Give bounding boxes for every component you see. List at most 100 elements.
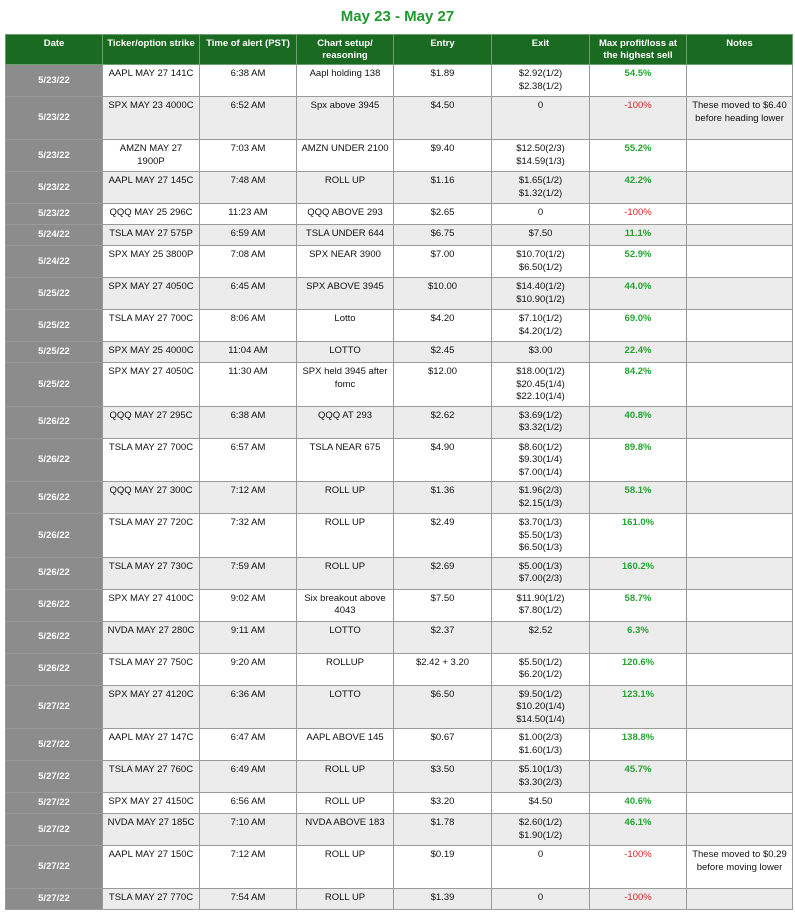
cell-exit: $12.50(2/3) $14.59(1/3) bbox=[491, 139, 590, 172]
exit-value: $10.90(1/2) bbox=[516, 293, 565, 305]
cell-profit-loss: -100% bbox=[589, 888, 687, 910]
cell-notes bbox=[686, 405, 793, 439]
cell-time: 9:02 AM bbox=[199, 588, 297, 622]
cell-exit: $14.40(1/2) $10.90(1/2) bbox=[491, 277, 590, 310]
table-row: 5/27/22 NVDA MAY 27 185C 7:10 AM NVDA ABOVE… bbox=[5, 813, 793, 846]
column-header-notes: Notes bbox=[686, 34, 793, 65]
cell-notes: These moved to $0.29 before moving lower bbox=[686, 845, 793, 889]
cell-notes bbox=[686, 556, 793, 590]
cell-entry: $7.50 bbox=[393, 588, 492, 622]
table-row: 5/23/22 AMZN MAY 27 1900P 7:03 AM AMZN UNDE… bbox=[5, 139, 793, 172]
cell-date: 5/27/22 bbox=[5, 845, 103, 889]
cell-setup: SPX ABOVE 3945 bbox=[296, 277, 394, 310]
cell-entry: $6.50 bbox=[393, 684, 492, 729]
cell-notes bbox=[686, 245, 793, 278]
cell-time: 6:56 AM bbox=[199, 792, 297, 814]
cell-ticker: TSLA MAY 27 750C bbox=[102, 652, 200, 686]
cell-profit-loss: -100% bbox=[589, 845, 687, 889]
cell-date: 5/23/22 bbox=[5, 139, 103, 172]
cell-profit-loss: 54.5% bbox=[589, 64, 687, 97]
cell-profit-loss: 120.6% bbox=[589, 652, 687, 686]
cell-exit: $11.90(1/2) $7.80(1/2) bbox=[491, 588, 590, 622]
cell-exit: $1.96(2/3) $2.15(1/3) bbox=[491, 481, 590, 514]
table-row: 5/26/22 TSLA MAY 27 750C 9:20 AM ROLLUP $2.4… bbox=[5, 652, 793, 686]
exit-value: $1.65(1/2) bbox=[518, 175, 563, 186]
exit-value: $7.00(2/3) bbox=[518, 573, 563, 584]
cell-setup: Six breakout above 4043 bbox=[296, 588, 394, 622]
cell-entry: $9.40 bbox=[393, 139, 492, 172]
exit-value: 0 bbox=[537, 100, 544, 111]
cell-setup: ROLLUP bbox=[296, 652, 394, 686]
cell-entry: $2.37 bbox=[393, 620, 492, 654]
cell-exit: $7.10(1/2) $4.20(1/2) bbox=[491, 309, 590, 342]
exit-value: $14.50(1/4) bbox=[516, 713, 565, 725]
exit-value: $18.00(1/2) bbox=[516, 366, 565, 377]
cell-entry: $2.49 bbox=[393, 513, 492, 558]
exit-value: $6.20(1/2) bbox=[518, 669, 563, 680]
exit-value: $10.70(1/2) bbox=[516, 249, 565, 260]
cell-date: 5/25/22 bbox=[5, 362, 103, 407]
cell-time: 6:45 AM bbox=[199, 277, 297, 310]
cell-entry: $2.62 bbox=[393, 405, 492, 439]
cell-date: 5/24/22 bbox=[5, 224, 103, 246]
exit-value: $2.92(1/2) bbox=[518, 68, 563, 79]
page-title: May 23 - May 27 bbox=[340, 8, 455, 25]
cell-profit-loss: 84.2% bbox=[589, 362, 687, 407]
cell-date: 5/24/22 bbox=[5, 245, 103, 278]
cell-time: 7:12 AM bbox=[199, 481, 297, 514]
column-header-setup: Chart setup/ reasoning bbox=[296, 34, 394, 65]
cell-profit-loss: 55.2% bbox=[589, 139, 687, 172]
cell-date: 5/26/22 bbox=[5, 556, 103, 590]
cell-profit-loss: 6.3% bbox=[589, 620, 687, 654]
cell-exit: $9.50(1/2) $10.20(1/4) $14.50(1/4) bbox=[491, 684, 590, 729]
cell-profit-loss: 138.8% bbox=[589, 728, 687, 761]
cell-entry: $4.90 bbox=[393, 437, 492, 482]
cell-ticker: SPX MAY 25 4000C bbox=[102, 341, 200, 363]
column-header-entry: Entry bbox=[393, 34, 492, 65]
cell-entry: $2.65 bbox=[393, 203, 492, 225]
exit-value: $2.15(1/3) bbox=[518, 497, 563, 509]
column-header-ticker: Ticker/option strike bbox=[102, 34, 200, 65]
cell-notes bbox=[686, 760, 793, 793]
cell-setup: Lotto bbox=[296, 309, 394, 342]
cell-time: 7:32 AM bbox=[199, 513, 297, 558]
exit-value: $1.90(1/2) bbox=[518, 829, 563, 841]
table-row: 5/25/22 TSLA MAY 27 700C 8:06 AM Lotto $4.20… bbox=[5, 309, 793, 342]
table-row: 5/27/22 AAPL MAY 27 147C 6:47 AM AAPL ABOVE… bbox=[5, 728, 793, 761]
cell-setup: ROLL UP bbox=[296, 513, 394, 558]
table-row: 5/26/22 TSLA MAY 27 730C 7:59 AM ROLL UP $2.… bbox=[5, 556, 793, 590]
cell-date: 5/23/22 bbox=[5, 64, 103, 97]
column-header-exit: Exit bbox=[491, 34, 590, 65]
cell-date: 5/27/22 bbox=[5, 792, 103, 814]
exit-value: $7.00(1/4) bbox=[518, 466, 563, 478]
cell-profit-loss: 22.4% bbox=[589, 341, 687, 363]
cell-exit: 0 bbox=[491, 845, 590, 889]
trades-table: Date Ticker/option strike Time of alert … bbox=[5, 34, 793, 910]
cell-time: 6:52 AM bbox=[199, 96, 297, 140]
cell-date: 5/25/22 bbox=[5, 277, 103, 310]
cell-entry: $0.67 bbox=[393, 728, 492, 761]
cell-profit-loss: 58.7% bbox=[589, 588, 687, 622]
cell-entry: $4.20 bbox=[393, 309, 492, 342]
cell-entry: $1.36 bbox=[393, 481, 492, 514]
exit-value: $2.60(1/2) bbox=[518, 817, 563, 828]
exit-value: $10.20(1/4) bbox=[516, 701, 565, 712]
cell-notes bbox=[686, 64, 793, 97]
cell-date: 5/25/22 bbox=[5, 309, 103, 342]
cell-profit-loss: 46.1% bbox=[589, 813, 687, 846]
cell-ticker: NVDA MAY 27 280C bbox=[102, 620, 200, 654]
cell-ticker: SPX MAY 27 4150C bbox=[102, 792, 200, 814]
exit-value: $3.30(2/3) bbox=[518, 776, 563, 788]
exit-value: $1.00(2/3) bbox=[518, 732, 563, 743]
cell-date: 5/27/22 bbox=[5, 813, 103, 846]
cell-date: 5/26/22 bbox=[5, 437, 103, 482]
cell-setup: TSLA NEAR 675 bbox=[296, 437, 394, 482]
exit-value: $5.50(1/3) bbox=[518, 529, 563, 541]
cell-profit-loss: 44.0% bbox=[589, 277, 687, 310]
table-row: 5/27/22 AAPL MAY 27 150C 7:12 AM ROLL UP $0.… bbox=[5, 845, 793, 889]
cell-exit: $3.70(1/3) $5.50(1/3) $6.50(1/3) bbox=[491, 513, 590, 558]
exit-value: $1.60(1/3) bbox=[518, 744, 563, 756]
cell-profit-loss: 58.1% bbox=[589, 481, 687, 514]
cell-profit-loss: 52.9% bbox=[589, 245, 687, 278]
cell-notes bbox=[686, 792, 793, 814]
